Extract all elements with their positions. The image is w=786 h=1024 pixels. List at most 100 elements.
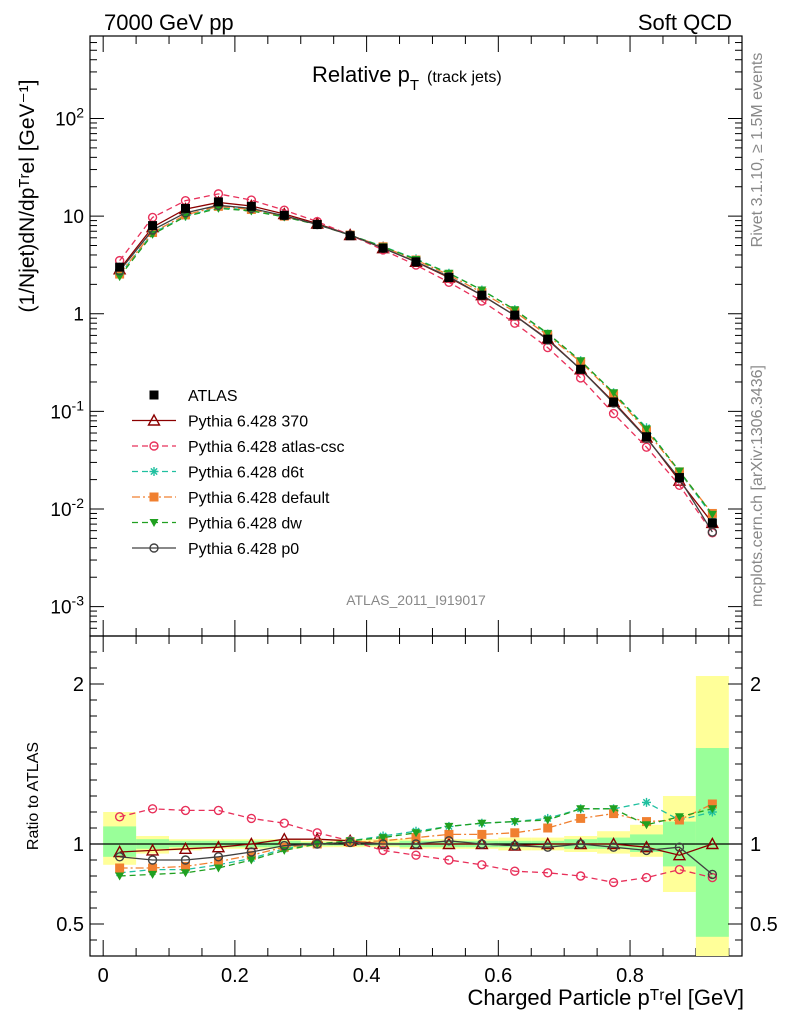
atlas-data-point — [213, 197, 223, 207]
ratio-series-point — [246, 813, 257, 824]
ratio-series-point — [246, 847, 257, 857]
ratio-series-point — [378, 839, 388, 849]
ratio-series-point — [477, 839, 487, 849]
atlas-data-point — [609, 397, 619, 407]
rivet-label: Rivet 3.1.10, ≥ 1.5M events — [749, 53, 766, 248]
ratio-series-point — [213, 805, 224, 816]
ratio-series-point — [642, 821, 652, 830]
legend-label: Pythia 6.428 atlas-csc — [188, 439, 345, 456]
ratio-plot-frame — [89, 635, 743, 957]
x-tick-label: 0 — [98, 965, 109, 987]
ratio-series-point — [180, 805, 191, 816]
ratio-series-point — [674, 842, 685, 852]
header-right: Soft QCD — [638, 10, 732, 35]
ratio-series-point — [211, 840, 226, 853]
x-tick-label: 0.8 — [616, 965, 644, 987]
main-series-point — [674, 467, 684, 476]
atlas-data-point — [642, 432, 652, 442]
ratio-series-point — [510, 828, 520, 838]
main-series-point — [707, 527, 718, 537]
atlas-data-point — [180, 203, 190, 213]
legend-marker — [149, 543, 159, 553]
ratio-series-point — [510, 840, 520, 851]
ratio-series-point — [477, 829, 487, 839]
main-series-point — [608, 408, 619, 419]
ratio-series-point — [609, 805, 619, 814]
ratio-series-point — [112, 845, 127, 858]
ratio-series-point — [115, 863, 125, 873]
main-y-tick-label: 10-1 — [50, 397, 84, 423]
main-y-tick-label: 10-2 — [50, 495, 84, 521]
ratio-series-point — [707, 805, 717, 814]
ratio-series-point — [444, 822, 454, 831]
ratio-series-point — [178, 841, 193, 854]
ratio-series-point — [705, 837, 720, 850]
ratio-series-point — [543, 842, 553, 852]
legend-marker — [149, 441, 159, 451]
x-tick-label: 0.2 — [221, 965, 249, 987]
ratio-series-point — [575, 839, 586, 849]
main-plot-area: 10-3 10-2 10-1 1 10 102 — [50, 35, 742, 637]
ratio-series-point — [444, 829, 454, 839]
atlas-data-point — [543, 334, 553, 344]
ratio-series-point — [411, 829, 421, 838]
ratio-y-tick-label: 2 — [750, 674, 761, 696]
ratio-series-point — [114, 852, 125, 862]
legend-marker — [149, 492, 159, 502]
ratio-series-point — [148, 870, 158, 879]
ratio-band-green — [695, 748, 729, 937]
ratio-series-point — [312, 839, 322, 849]
legend-label: ATLAS — [188, 388, 238, 405]
ratio-series-point — [510, 818, 520, 827]
atlas-data-point — [674, 473, 684, 483]
legend-marker — [149, 467, 159, 476]
ratio-series-point — [279, 818, 289, 828]
main-series-point — [510, 306, 520, 315]
main-series-point — [576, 357, 586, 366]
main-series-point — [641, 442, 652, 452]
main-y-tick-label: 1 — [73, 305, 84, 326]
main-title: Relative pT (track jets) — [312, 62, 502, 94]
x-axis-label: Charged Particle pᵀʳel [GeV] — [468, 985, 744, 1010]
main-y-tick-label: 10-3 — [50, 593, 84, 619]
ratio-series-point — [543, 816, 553, 825]
ratio-series-point — [114, 812, 125, 822]
ratio-y-tick-label: 0.5 — [56, 914, 84, 936]
legend-label: Pythia 6.428 dw — [188, 516, 302, 533]
ratio-series-point — [345, 837, 355, 848]
ratio-y-tick-label: 1 — [73, 834, 84, 856]
atlas-data-point — [707, 518, 717, 528]
ratio-series-point — [246, 856, 256, 865]
ratio-series-point — [180, 869, 190, 878]
atlas-data-point — [345, 231, 355, 241]
ratio-series-point — [145, 843, 160, 856]
main-series-point — [707, 510, 717, 519]
legend-marker — [149, 519, 159, 527]
ratio-series-point — [608, 842, 619, 852]
atlas-data-point — [378, 243, 388, 253]
ratio-series-point — [674, 864, 685, 875]
ratio-series-point — [411, 850, 421, 860]
ratio-series-point — [707, 799, 717, 809]
main-y-axis-label: (1/Njet)dN/dpᵀʳel [GeV⁻¹] — [16, 80, 39, 313]
atlas-data-point — [444, 273, 454, 283]
ratio-series-point — [444, 836, 454, 846]
ratio-series-point — [378, 845, 388, 856]
ratio-series-point — [510, 866, 520, 876]
main-series-point — [543, 329, 553, 338]
ratio-series-point — [674, 813, 684, 822]
ratio-series-point — [246, 850, 256, 860]
legend-label: Pythia 6.428 d6t — [188, 465, 304, 482]
mcplots-label: mcplots.cern.ch [arXiv:1306.3436] — [749, 365, 766, 607]
ratio-series-point — [378, 834, 388, 843]
ratio-series-point — [115, 872, 125, 881]
star-stroke — [642, 798, 651, 807]
atlas-data-point — [279, 210, 289, 220]
atlas-data-point — [115, 262, 125, 272]
ratio-series-point — [609, 809, 619, 819]
legend-label: Pythia 6.428 p0 — [188, 541, 299, 558]
x-tick-label: 0.6 — [484, 965, 512, 987]
ratio-series-point — [543, 868, 553, 878]
atlas-data-point — [477, 290, 487, 300]
